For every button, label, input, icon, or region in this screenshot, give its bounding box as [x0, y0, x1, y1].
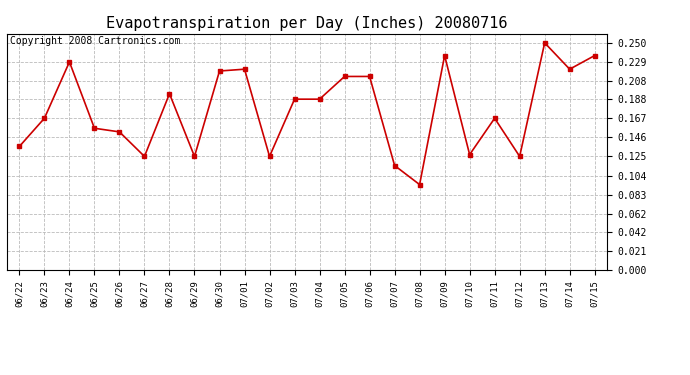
- Text: Copyright 2008 Cartronics.com: Copyright 2008 Cartronics.com: [10, 36, 180, 46]
- Title: Evapotranspiration per Day (Inches) 20080716: Evapotranspiration per Day (Inches) 2008…: [106, 16, 508, 31]
